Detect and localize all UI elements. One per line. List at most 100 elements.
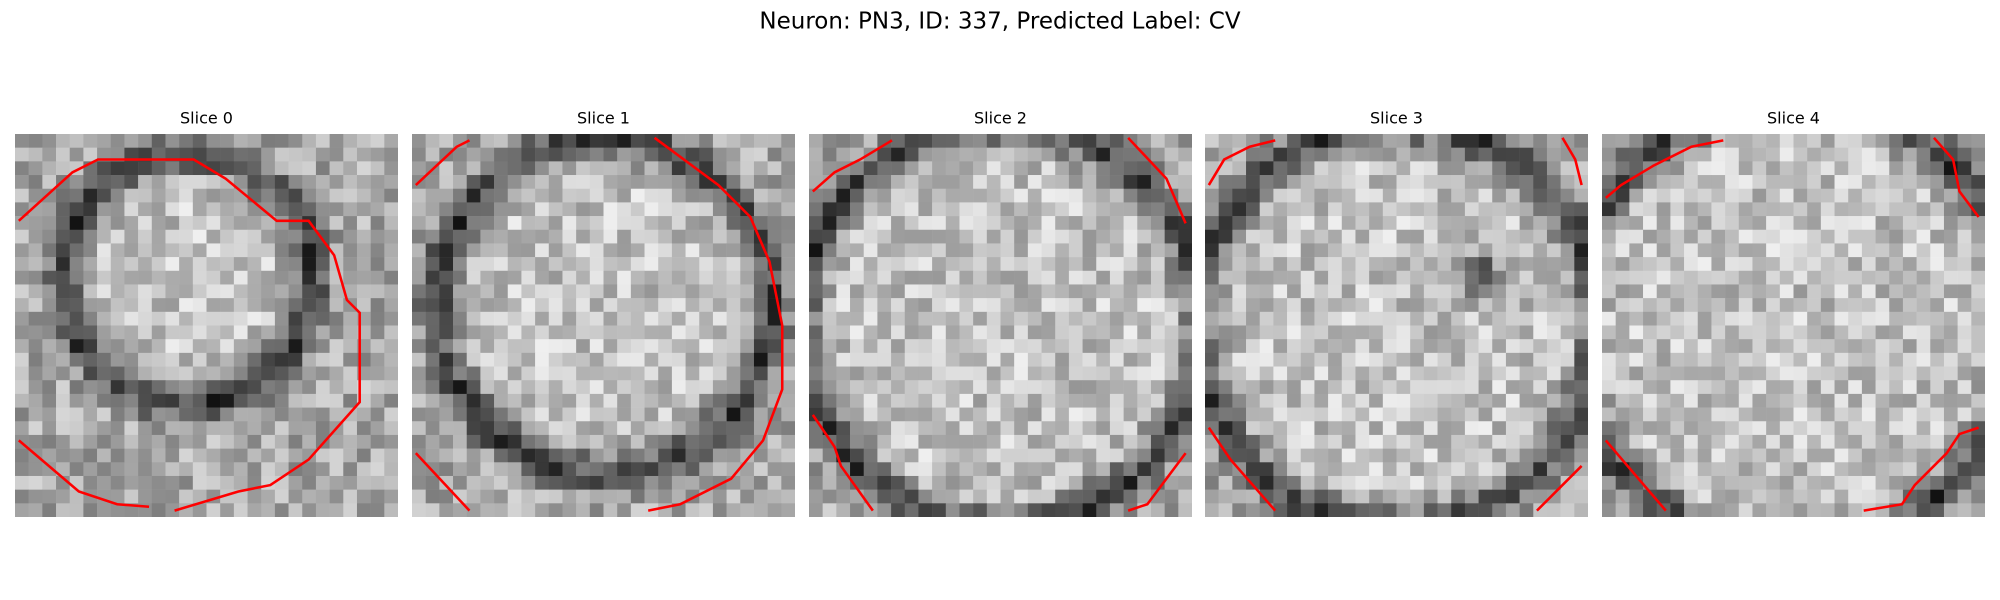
pixel: [1014, 366, 1029, 381]
pixel: [1643, 366, 1657, 381]
pixel: [562, 284, 577, 299]
pixel: [288, 257, 303, 272]
pixel: [1889, 462, 1904, 477]
pixel: [1068, 393, 1083, 408]
pixel: [548, 503, 563, 517]
pixel: [1259, 216, 1274, 231]
pixel: [220, 407, 235, 422]
pixel: [69, 229, 84, 244]
pixel: [932, 161, 947, 176]
pixel: [1820, 448, 1835, 463]
pixel: [1656, 311, 1671, 326]
pixel: [603, 393, 618, 408]
pixel: [56, 202, 70, 217]
pixel: [822, 257, 837, 272]
pixel: [863, 421, 878, 436]
pixel: [1875, 147, 1890, 162]
pixel: [1123, 202, 1138, 217]
pixel: [165, 421, 180, 436]
pixel: [1670, 270, 1685, 285]
pixel: [233, 393, 248, 408]
pixel: [1684, 134, 1699, 148]
pixel: [1451, 175, 1466, 189]
pixel: [1930, 175, 1945, 189]
pixel: [370, 475, 385, 490]
pixel: [1574, 134, 1588, 148]
pixel: [151, 188, 166, 203]
pixel: [932, 134, 947, 148]
pixel: [1779, 134, 1794, 148]
pixel: [110, 503, 125, 517]
pixel: [959, 503, 974, 517]
pixel: [658, 147, 673, 162]
pixel: [1014, 503, 1029, 517]
pixel: [726, 161, 741, 176]
pixel: [1711, 475, 1726, 490]
pixel: [836, 270, 851, 285]
pixel: [918, 175, 933, 189]
pixel: [1027, 503, 1042, 517]
pixel: [1314, 380, 1329, 395]
pixel: [630, 229, 645, 244]
pixel: [124, 475, 139, 490]
pixel: [535, 257, 550, 272]
pixel: [576, 393, 591, 408]
pixel: [1382, 380, 1397, 395]
pixel: [535, 216, 550, 231]
pixel: [945, 257, 960, 272]
pixel: [630, 202, 645, 217]
pixel: [42, 448, 57, 463]
pixel: [1451, 161, 1466, 176]
pixel: [1082, 503, 1097, 517]
pixel: [671, 339, 686, 354]
pixel: [1041, 257, 1056, 272]
pixel: [425, 448, 440, 463]
pixel: [1041, 339, 1056, 354]
pixel: [56, 393, 70, 408]
pixel: [535, 161, 550, 176]
pixel: [699, 448, 714, 463]
pixel: [699, 434, 714, 449]
pixel: [1643, 407, 1657, 422]
pixel: [220, 503, 235, 517]
pixel: [138, 311, 153, 326]
pixel: [699, 503, 714, 517]
pixel: [1068, 489, 1083, 504]
pixel: [220, 161, 235, 176]
pixel: [1725, 175, 1740, 189]
pixel: [986, 216, 1001, 231]
pixel: [179, 284, 194, 299]
pixel: [1697, 489, 1712, 504]
pixel: [740, 298, 755, 313]
pixel: [1711, 188, 1726, 203]
pixel: [233, 257, 248, 272]
pixel: [315, 161, 330, 176]
pixel: [1027, 175, 1042, 189]
pixel: [151, 352, 166, 367]
pixel: [630, 284, 645, 299]
pixel: [302, 161, 317, 176]
pixel: [767, 134, 782, 148]
pixel: [1670, 475, 1685, 490]
pixel: [439, 216, 454, 231]
pixel: [809, 202, 823, 217]
pixel: [521, 229, 536, 244]
pixel: [83, 202, 98, 217]
pixel: [179, 434, 194, 449]
pixel: [480, 298, 495, 313]
pixel: [220, 380, 235, 395]
pixel: [1423, 503, 1438, 517]
pixel: [1109, 352, 1124, 367]
pixel: [1889, 380, 1904, 395]
pixel: [809, 380, 823, 395]
pixel: [1615, 434, 1630, 449]
pixel: [384, 352, 398, 367]
pixel: [1738, 161, 1753, 176]
pixel: [1848, 434, 1863, 449]
pixel: [1382, 229, 1397, 244]
pixel: [1766, 434, 1781, 449]
pixel: [1875, 352, 1890, 367]
pixel: [932, 434, 947, 449]
pixel: [274, 284, 289, 299]
pixel: [617, 448, 632, 463]
